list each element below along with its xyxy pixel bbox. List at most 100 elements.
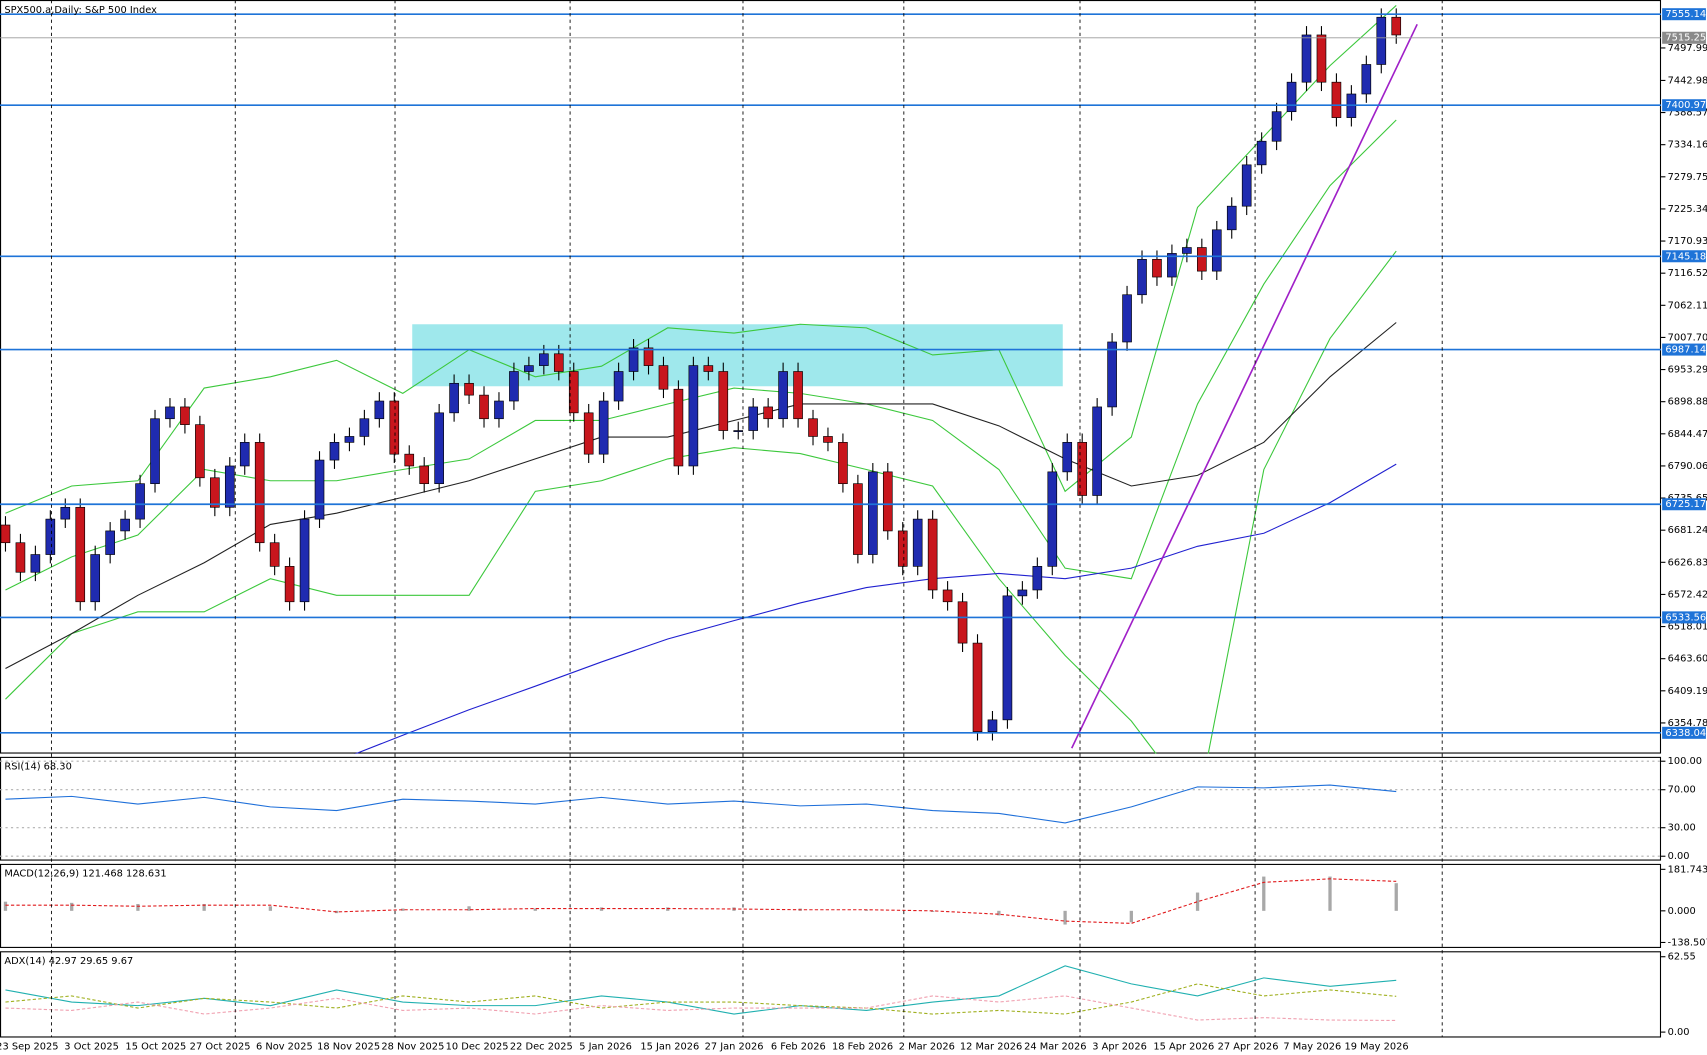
- candle-body: [419, 465, 430, 485]
- x-tick-label: 22 Dec 2025: [510, 1041, 573, 1052]
- candle-body: [583, 412, 594, 455]
- y-tick-label: 100.00: [1668, 756, 1702, 767]
- level-label-bg: [1662, 611, 1706, 624]
- y-tick-label: 7497.99: [1668, 43, 1707, 54]
- candle-body: [344, 436, 355, 443]
- level-label-bg: [1662, 726, 1706, 739]
- y-tick-label: 7442.98: [1668, 75, 1707, 86]
- level-label-bg: [1662, 250, 1706, 263]
- level-label: 6338.04: [1665, 728, 1706, 739]
- x-tick-label: 18 Feb 2026: [832, 1041, 893, 1052]
- candle-body: [1032, 566, 1043, 591]
- candle-body: [509, 371, 519, 402]
- candle-body: [1226, 205, 1237, 231]
- plot-area: [0, 760, 1662, 857]
- candle-body: [479, 394, 489, 420]
- level-label: 6533.56: [1665, 612, 1706, 623]
- candle-body: [374, 400, 385, 420]
- candle-body: [329, 442, 340, 461]
- x-tick-label: 3 Apr 2026: [1092, 1041, 1147, 1052]
- plot-area: [3, 876, 1398, 925]
- candle-body: [359, 418, 370, 437]
- histogram-bar: [1394, 883, 1398, 911]
- candle-body: [1182, 247, 1192, 254]
- candle-body: [912, 518, 923, 567]
- level-label: 7145.18: [1665, 251, 1706, 262]
- y-tick-label: 0.00: [1668, 1027, 1690, 1038]
- candle-body: [210, 477, 220, 508]
- candle-body: [778, 371, 788, 420]
- level-label: 7555.14: [1665, 9, 1706, 20]
- y-tick-label: 62.55: [1668, 952, 1696, 963]
- histogram-bar: [202, 903, 206, 911]
- y-tick-label: 6354.78: [1668, 718, 1707, 729]
- candle-body: [195, 424, 205, 479]
- indicator-line: [5, 5, 1397, 514]
- last-price-label: 7515.25: [1665, 33, 1706, 44]
- y-tick-label: 7388.57: [1668, 108, 1707, 119]
- candle-body: [1331, 81, 1342, 118]
- candle-body: [1092, 406, 1102, 496]
- candle-body: [853, 483, 863, 555]
- candle-body: [239, 442, 250, 467]
- candle-body: [897, 530, 908, 567]
- panel-title: RSI(14) 68.30: [4, 762, 71, 773]
- supply-zone: [412, 324, 1063, 387]
- indicator-line: [5, 965, 1397, 1015]
- candle-body: [135, 483, 145, 520]
- candle-body: [673, 388, 684, 467]
- candle-body: [105, 530, 115, 555]
- y-tick-label: 6953.29: [1668, 365, 1707, 376]
- candle-body: [539, 353, 549, 366]
- x-tick-label: 7 May 2026: [1283, 1041, 1341, 1052]
- x-tick-label: 6 Nov 2025: [256, 1041, 313, 1052]
- candle-body: [404, 453, 415, 467]
- candle-body: [1316, 34, 1327, 83]
- candle-body: [60, 506, 71, 520]
- candle-body: [987, 719, 998, 732]
- candle-body: [957, 601, 968, 644]
- candle-body: [75, 506, 86, 603]
- x-tick-label: 15 Apr 2026: [1153, 1041, 1214, 1052]
- candle-body: [942, 589, 953, 603]
- histogram-bar: [3, 901, 8, 911]
- indicator-line: [5, 784, 1397, 824]
- x-tick-label: 3 Oct 2025: [64, 1041, 119, 1052]
- y-tick-label: 7334.16: [1668, 140, 1707, 151]
- indicator-line: [5, 995, 1397, 1022]
- candle-body: [1301, 34, 1312, 83]
- candle-body: [1122, 294, 1132, 343]
- candle-body: [927, 518, 938, 591]
- candle-body: [658, 365, 669, 390]
- candle-body: [808, 418, 818, 437]
- x-tick-label: 15 Jan 2026: [640, 1041, 699, 1052]
- y-tick-label: 7007.70: [1668, 332, 1707, 343]
- candle-body: [868, 471, 878, 555]
- panel-border: [0, 0, 1662, 754]
- candle-body: [299, 518, 310, 603]
- y-tick-label: -138.507: [1668, 937, 1707, 948]
- candle-body: [568, 371, 579, 414]
- candle-body: [284, 566, 295, 603]
- x-tick-label: 10 Dec 2025: [446, 1041, 509, 1052]
- candle-body: [1077, 442, 1088, 496]
- x-tick-label: 2 Mar 2026: [899, 1041, 955, 1052]
- candle-body: [748, 406, 759, 431]
- y-tick-label: 181.743: [1668, 864, 1707, 875]
- indicator-line: [354, 463, 1397, 754]
- candle-body: [688, 365, 699, 467]
- y-tick-label: 30.00: [1668, 823, 1696, 834]
- histogram-bar: [997, 910, 1001, 916]
- y-tick-label: 7116.52: [1668, 268, 1707, 279]
- y-tick-label: 6518.01: [1668, 622, 1707, 633]
- level-label: 7400.97: [1665, 100, 1706, 111]
- histogram-bar: [666, 907, 670, 911]
- y-tick-label: 7062.11: [1668, 300, 1707, 311]
- candle-body: [703, 365, 714, 372]
- level-label: 6987.14: [1665, 345, 1706, 356]
- histogram-bar: [1129, 910, 1133, 923]
- y-tick-label: 6626.83: [1668, 557, 1707, 568]
- candle-body: [1107, 341, 1117, 408]
- level-label: 6725.17: [1665, 499, 1706, 510]
- candle-body: [15, 542, 26, 573]
